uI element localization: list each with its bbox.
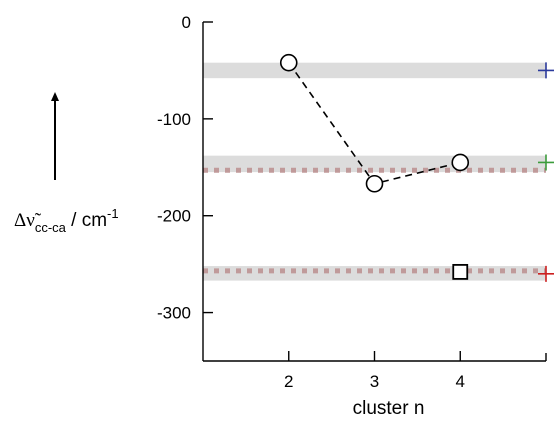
x-tick-label: 3 bbox=[370, 372, 379, 391]
data-point-circle bbox=[365, 174, 384, 193]
x-tick-label: 2 bbox=[284, 372, 293, 391]
y-label-subscript: cc-ca bbox=[35, 220, 67, 235]
data-point-circle bbox=[279, 53, 298, 72]
data-point-square bbox=[452, 263, 469, 280]
reference-band-0 bbox=[203, 62, 546, 79]
reference-band-1 bbox=[203, 155, 546, 173]
y-tick-label: -100 bbox=[157, 110, 191, 129]
y-tick-label: -200 bbox=[157, 207, 191, 226]
x-axis-label: cluster n bbox=[353, 398, 425, 419]
y-label-superscript: -1 bbox=[107, 206, 119, 221]
y-tick-label: 0 bbox=[182, 13, 191, 32]
axis-labels: cluster n Δν̃cc-ca / cm-1 bbox=[14, 92, 424, 419]
up-arrow-head bbox=[51, 92, 59, 101]
edge-plus-marker-1 bbox=[538, 154, 554, 171]
reference-bands bbox=[203, 62, 546, 281]
data-point-circle bbox=[451, 153, 470, 172]
reference-band-2 bbox=[203, 266, 546, 281]
y-tick-label: -300 bbox=[157, 304, 191, 323]
data-series bbox=[279, 53, 470, 280]
reference-dotted-lines bbox=[203, 167, 546, 274]
x-tick-label: 4 bbox=[456, 372, 465, 391]
y-label-delta: Δ bbox=[14, 210, 26, 231]
edge-markers bbox=[538, 62, 554, 282]
edge-plus-marker-2 bbox=[538, 265, 554, 282]
y-label-unit: / cm bbox=[66, 210, 107, 231]
y-axis-label: Δν̃cc-ca / cm-1 bbox=[14, 206, 119, 235]
axes: 0 -100 -200 -300 2 3 4 bbox=[157, 13, 547, 391]
edge-plus-marker-0 bbox=[538, 62, 554, 79]
